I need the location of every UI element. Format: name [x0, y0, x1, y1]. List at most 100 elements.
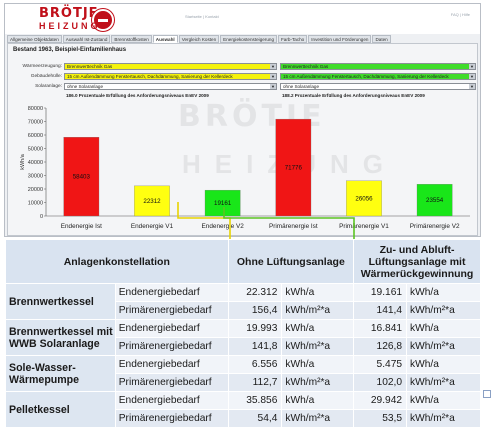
building-envelope-select-right[interactable]: 15 cm Außendämmung Fenstertausch, Dachdä… [280, 73, 476, 80]
x-category-label: Endenergie V2 [202, 223, 245, 230]
heat-generation-select-right[interactable]: Brennwerttechnik Gas ▼ [280, 63, 476, 70]
y-tick-label: 30000 [28, 174, 43, 180]
group-name: Brennwertkessel [5, 283, 116, 320]
tab-2[interactable]: Brennstoffkosten [111, 35, 152, 43]
row-label: Primärenergiebedarf [114, 373, 229, 392]
table-row: Brennwertkessel Endenergiebedarf 22.312 kWh… [5, 283, 481, 320]
tab-1[interactable]: Auswahl Ist-Zustand [62, 35, 111, 43]
bar-value-label: 26056 [355, 195, 373, 202]
chevron-down-icon[interactable]: ▼ [469, 84, 475, 89]
unit-with-ventilation: kWh/a [406, 391, 481, 410]
building-envelope-value-right: 15 cm Außendämmung Fenstertausch, Dachdä… [283, 74, 449, 79]
chevron-down-icon[interactable]: ▼ [270, 64, 276, 69]
unit-without-ventilation: kWh/m²*a [281, 409, 355, 428]
value-with-ventilation: 29.942 [353, 391, 408, 410]
tab-5[interactable]: Energiekostensteigerung [220, 35, 277, 43]
group-name: Brennwertkessel mit WWB Solaranlage [5, 319, 116, 356]
chevron-down-icon[interactable]: ▼ [270, 74, 276, 79]
bar [134, 185, 170, 217]
group-name: Sole-Wasser-Wärmepumpe [5, 355, 116, 392]
heat-generation-select-left[interactable]: Brennwerttechnik Gas ▼ [64, 63, 277, 70]
header-nav-links[interactable]: Startseite | Kontakt [185, 14, 219, 19]
building-envelope-select-left[interactable]: 15 cm Außendämmung Fenstertausch, Dachdä… [64, 73, 277, 80]
app-window: BRÖTJE HEIZUNG Startseite | Kontakt FAQ … [4, 3, 481, 237]
unit-with-ventilation: kWh/m²*a [406, 337, 481, 356]
unit-without-ventilation: kWh/m²*a [281, 301, 355, 320]
resize-handle[interactable] [483, 390, 491, 398]
table-row: Sole-Wasser-Wärmepumpe Endenergiebedarf 6.… [5, 355, 481, 392]
row-label: Primärenergiebedarf [114, 409, 229, 428]
solar-value-left: ohne Solaranlage [67, 84, 104, 89]
x-category-label: Primärenergie V1 [339, 223, 389, 230]
chevron-down-icon[interactable]: ▼ [469, 64, 475, 69]
solar-label: Solaranlage: [35, 84, 62, 89]
bar-value-label: 23554 [426, 197, 444, 204]
unit-without-ventilation: kWh/m²*a [281, 373, 355, 392]
energy-bar-chart: 0 10000 20000 30000 40000 50000 60000 70000 8000… [20, 106, 470, 230]
table-row: Primärenergiebedarf 156,4 kWh/m²*a 141,4 kWh… [6, 301, 481, 320]
unit-without-ventilation: kWh/a [281, 355, 355, 374]
comparison-panel: Bestand 1963, Beispiel-Einfamilienhaus W… [7, 43, 478, 236]
panel-title: Bestand 1963, Beispiel-Einfamilienhaus [13, 47, 127, 53]
brand-logo-text: BRÖTJE [39, 6, 99, 21]
building-envelope-value-left: 15 cm Außendämmung Fenstertausch, Dachdä… [67, 74, 233, 79]
bar [63, 137, 100, 217]
bar-value-label: 71776 [285, 165, 303, 172]
row-label: Primärenergiebedarf [114, 337, 229, 356]
unit-without-ventilation: kWh/a [281, 283, 355, 302]
tab-7[interactable]: Investition und Förderungen [308, 35, 372, 43]
header-constellation: Anlagenkonstellation [5, 239, 229, 284]
value-without-ventilation: 141,8 [227, 337, 283, 356]
unit-with-ventilation: kWh/a [406, 319, 481, 338]
heat-generation-label: Wärmeerzeugung: [22, 64, 62, 69]
unit-with-ventilation: kWh/m²*a [406, 301, 481, 320]
header-help-links[interactable]: FAQ | Hilfe [450, 12, 470, 17]
solar-value-right: ohne Solaranlage [283, 84, 320, 89]
header-with-ventilation: Zu- und Abluft-Lüftungsanlage mit Wärmer… [353, 239, 481, 284]
table-row: Brennwertkessel mit WWB Solaranlage Enden… [5, 319, 481, 356]
value-without-ventilation: 112,7 [227, 373, 283, 392]
tab-8[interactable]: Daten [372, 35, 391, 43]
unit-without-ventilation: kWh/a [281, 319, 355, 338]
chevron-down-icon[interactable]: ▼ [270, 84, 276, 89]
value-with-ventilation: 126,8 [353, 337, 408, 356]
solar-select-left[interactable]: ohne Solaranlage ▼ [64, 83, 277, 90]
results-table: Anlagenkonstellation Ohne Lüftungsanlage… [5, 239, 481, 428]
table-row: Pelletkessel Endenergiebedarf 35.856 kWh/a 2… [5, 391, 481, 428]
x-category-label: Endenergie V1 [131, 223, 174, 230]
solar-select-right[interactable]: ohne Solaranlage ▼ [280, 83, 476, 90]
row-label: Endenergiebedarf [114, 391, 229, 410]
y-tick-label: 40000 [28, 160, 43, 166]
y-tick-label: 70000 [28, 120, 43, 126]
bar-value-label: 22312 [143, 198, 161, 205]
value-with-ventilation: 53,5 [353, 409, 408, 428]
value-without-ventilation: 35.856 [227, 391, 283, 410]
x-category-label: Endenergie Ist [61, 223, 102, 230]
y-tick-label: 0 [40, 214, 43, 220]
y-tick-label: 20000 [28, 187, 43, 193]
tab-6[interactable]: Farb-Tacho [278, 35, 308, 43]
y-tick-label: 10000 [28, 201, 43, 207]
heat-generation-value-right: Brennwerttechnik Gas [283, 64, 329, 69]
bar [416, 184, 453, 217]
unit-with-ventilation: kWh/m²*a [406, 373, 481, 392]
row-label: Primärenergiebedarf [114, 301, 229, 320]
x-category-label: Primärenergie V2 [410, 223, 460, 230]
unit-with-ventilation: kWh/m²*a [406, 409, 481, 428]
tab-4[interactable]: Vergleich Kosten [178, 35, 220, 43]
tab-3[interactable]: Auswahl [152, 35, 178, 43]
chevron-down-icon[interactable]: ▼ [469, 74, 475, 79]
brand-logo-icon [92, 9, 114, 31]
results-table-body: Brennwertkessel Endenergiebedarf 22.312 kWh… [5, 283, 481, 428]
requirement-left: 186.0 Prozentuale Erfüllung des Anforder… [66, 93, 209, 98]
tab-bar: Allgemeine Objektdaten Auswahl Ist-Zustan… [7, 35, 478, 43]
x-category-label: Primärenergie Ist [269, 223, 318, 230]
value-with-ventilation: 16.841 [353, 319, 408, 338]
app-header: BRÖTJE HEIZUNG Startseite | Kontakt FAQ … [5, 4, 480, 34]
tab-0[interactable]: Allgemeine Objektdaten [7, 35, 62, 43]
group-name: Pelletkessel [5, 391, 116, 428]
value-without-ventilation: 54,4 [227, 409, 283, 428]
value-with-ventilation: 5.475 [353, 355, 408, 374]
requirement-right: 188.2 Prozentuale Erfüllung des Anforder… [282, 93, 425, 98]
value-without-ventilation: 19.993 [227, 319, 283, 338]
